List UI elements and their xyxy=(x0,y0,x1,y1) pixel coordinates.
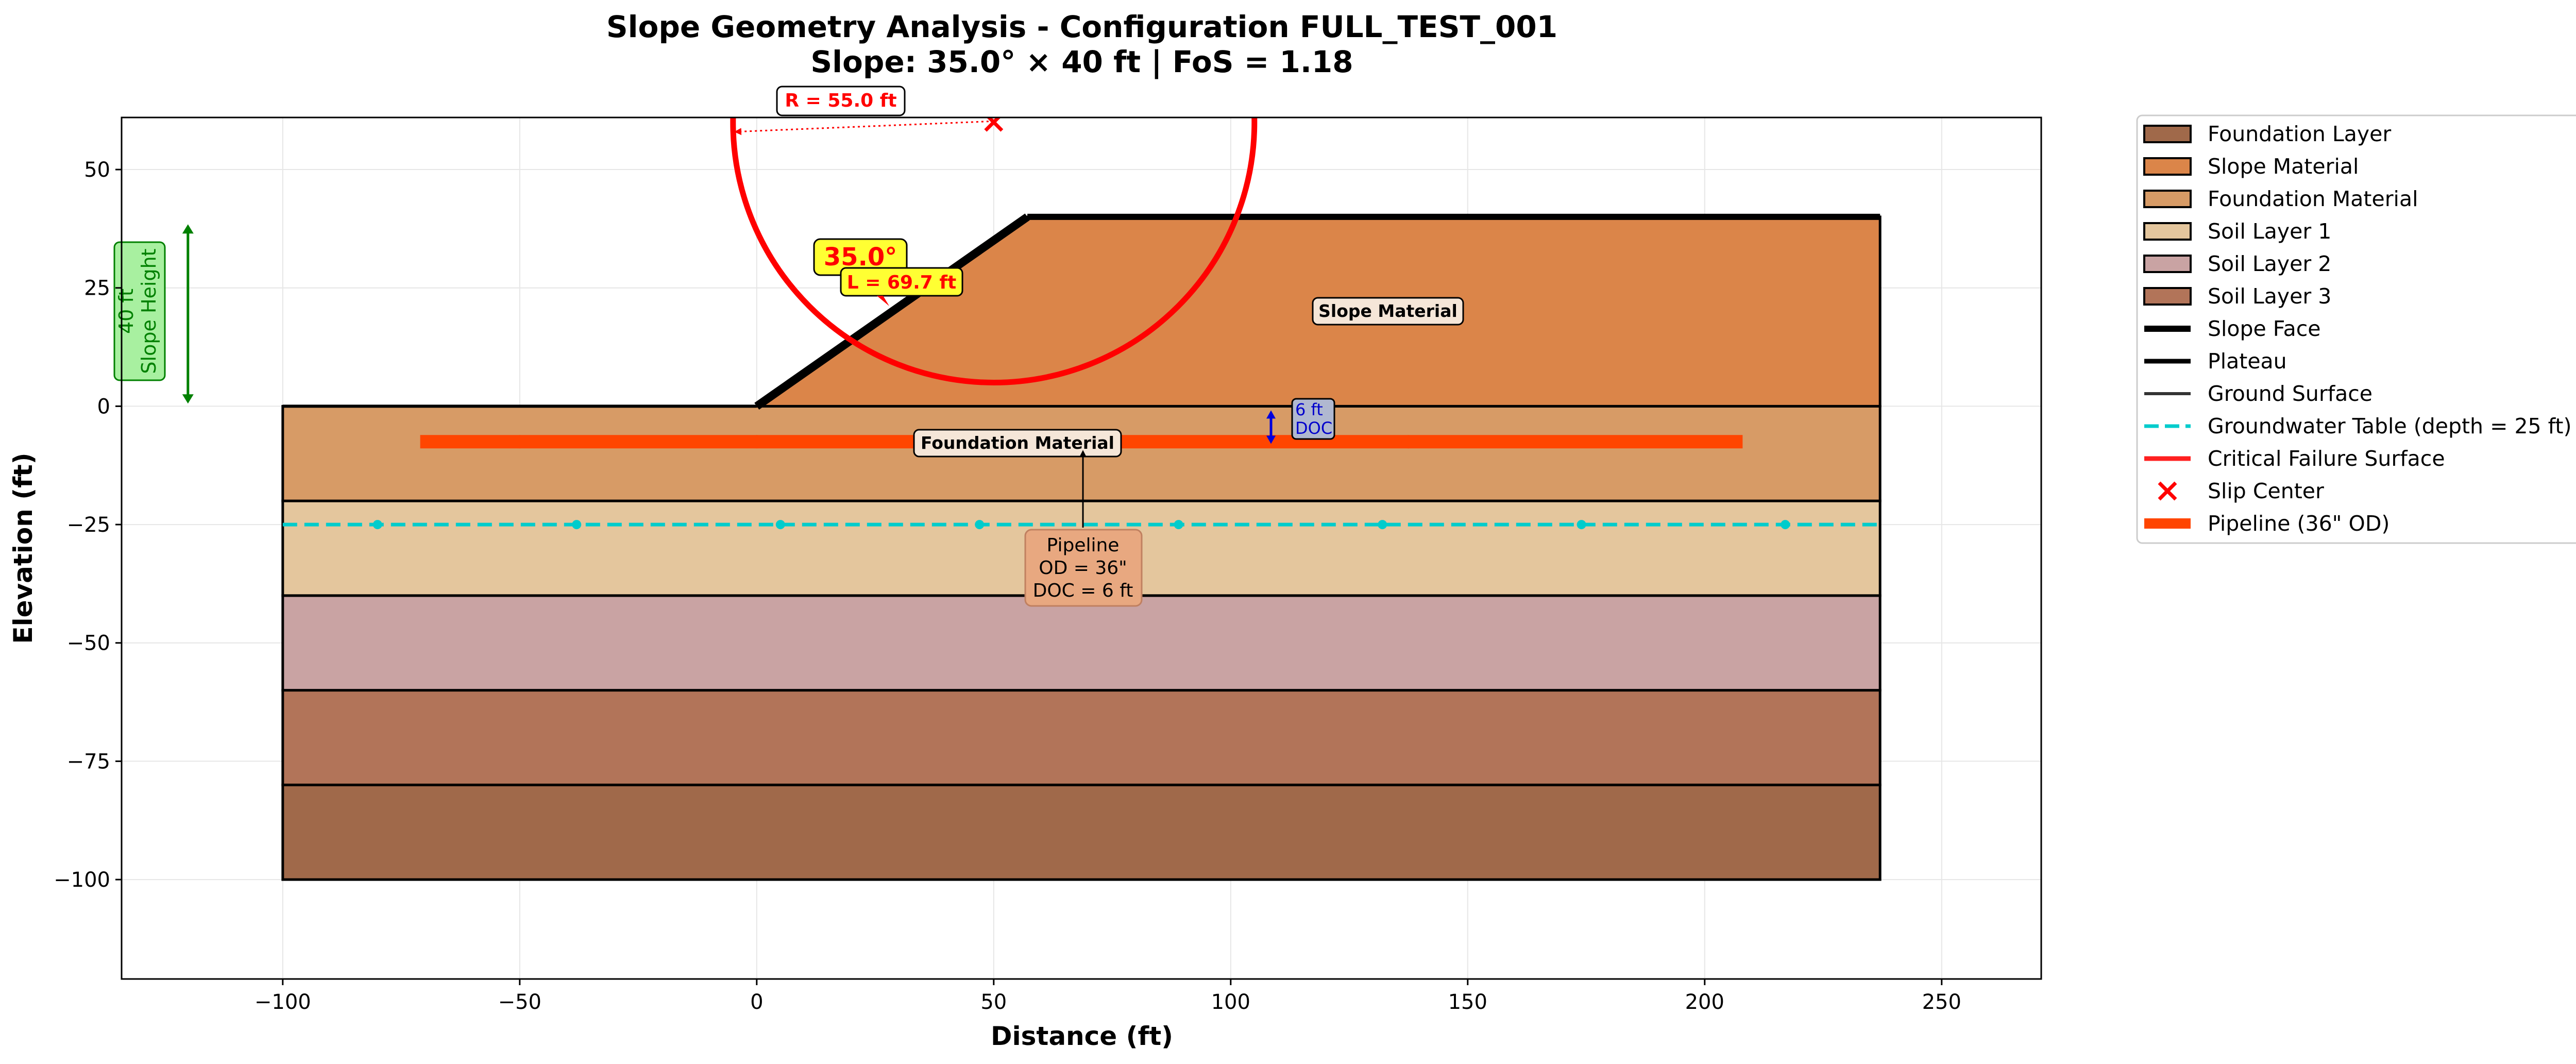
y-tick-label: −100 xyxy=(54,868,110,892)
soil-layer xyxy=(281,594,1882,692)
soil-layer xyxy=(281,783,1882,881)
legend-label: Slope Face xyxy=(2208,316,2321,341)
legend-label: Soil Layer 1 xyxy=(2208,219,2331,244)
foundation-material-label: Foundation Material xyxy=(921,433,1114,453)
foundation-material-label-box xyxy=(913,429,1122,458)
pipeline-callout-line1: Pipeline xyxy=(1047,535,1120,556)
pipeline-callout-box xyxy=(1024,529,1143,607)
legend-label: Ground Surface xyxy=(2208,381,2372,406)
plot-frame xyxy=(121,116,2042,980)
y-tick-label: −25 xyxy=(67,513,110,537)
critical-failure-surface xyxy=(730,117,1258,385)
slope-angle-label: 35.0° xyxy=(824,243,897,272)
x-tick-label: 0 xyxy=(750,990,763,1014)
legend: Foundation Layer Slope Material Foundation… xyxy=(2136,114,2576,544)
pipeline-marker xyxy=(1401,435,1415,449)
legend-label: Slip Center xyxy=(2208,479,2324,503)
legend-swatch xyxy=(2143,255,2192,273)
doc-arrow-bottom xyxy=(1266,435,1276,444)
x-tick-label: 150 xyxy=(1448,990,1487,1014)
slope-length-box xyxy=(840,267,963,297)
doc-label: DOC xyxy=(1295,418,1332,438)
radius-line xyxy=(734,120,994,136)
pipeline-callout-line2: OD = 36" xyxy=(1039,558,1127,579)
legend-label: Slope Material xyxy=(2208,154,2359,179)
doc-label-box xyxy=(1291,398,1335,440)
legend-swatch xyxy=(2143,190,2192,208)
groundwater-marker xyxy=(1378,520,1387,530)
legend-frame xyxy=(2136,114,2576,544)
x-tick-label: −100 xyxy=(255,990,311,1014)
legend-label: Pipeline (36" OD) xyxy=(2208,511,2389,536)
legend-swatch xyxy=(2158,481,2177,501)
slope-height-box xyxy=(113,241,166,381)
pipeline-marker xyxy=(513,435,527,449)
slope-material-label-box xyxy=(1312,297,1464,326)
groundwater-marker xyxy=(372,520,382,530)
slope-height-label: Slope Height xyxy=(138,248,160,374)
slope-height-arrow-bottom xyxy=(182,394,194,404)
legend-label: Soil Layer 2 xyxy=(2208,251,2331,276)
groundwater-marker xyxy=(1577,520,1586,530)
chart-title: Slope Geometry Analysis - Configuration … xyxy=(606,9,1557,44)
legend-label: Plateau xyxy=(2208,349,2287,374)
groundwater-marker xyxy=(975,520,985,530)
x-tick-label: 200 xyxy=(1685,990,1724,1014)
y-tick-label: −75 xyxy=(67,750,110,773)
chart-subtitle: Slope: 35.0° × 40 ft | FoS = 1.18 xyxy=(810,44,1353,79)
legend-label: Foundation Layer xyxy=(2208,122,2391,146)
slope-height-arrow-top xyxy=(182,224,194,234)
y-tick-label: 0 xyxy=(97,395,110,418)
plot-area: R = 55.0 ft 35.0°L = 69.7 ft 40 ft Slope He… xyxy=(113,86,2042,980)
legend-swatch xyxy=(2143,287,2192,306)
y-axis-ticks: −100 −75 −50 −25 0 25 50 xyxy=(54,158,122,892)
x-tick-label: 100 xyxy=(1211,990,1250,1014)
x-tick-label: −50 xyxy=(498,990,541,1014)
slope-material-label: Slope Material xyxy=(1318,301,1458,321)
x-axis-label: Distance (ft) xyxy=(991,1021,1173,1051)
x-tick-label: 250 xyxy=(1922,990,1961,1014)
groundwater-marker xyxy=(775,520,785,530)
y-tick-label: 50 xyxy=(84,158,110,182)
legend-label: Foundation Material xyxy=(2208,187,2418,211)
y-tick-label: −50 xyxy=(67,632,110,655)
y-axis-label: Elevation (ft) xyxy=(8,452,38,644)
x-axis-ticks: −100 −50 0 50 100 150 200 250 xyxy=(255,979,1961,1014)
soil-layer xyxy=(281,689,1882,786)
slope-face-line xyxy=(754,213,1030,410)
groundwater-marker xyxy=(1174,520,1183,530)
legend-swatch xyxy=(2143,157,2192,176)
legend-swatch xyxy=(2143,222,2192,241)
legend-label: Critical Failure Surface xyxy=(2208,446,2445,471)
pipeline-marker xyxy=(750,435,764,449)
slope-height-value: 40 ft xyxy=(115,289,138,334)
slope-length-label: L = 69.7 ft xyxy=(847,272,956,293)
radius-label: R = 55.0 ft xyxy=(785,90,896,111)
y-tick-label: 25 xyxy=(84,277,110,300)
annotations: R = 55.0 ft 35.0°L = 69.7 ft 40 ft Slope He… xyxy=(113,86,1464,607)
pipeline-callout-line3: DOC = 6 ft xyxy=(1033,580,1133,601)
slope-length-pointer xyxy=(877,296,889,306)
doc-value: 6 ft xyxy=(1295,400,1323,419)
soil-layers xyxy=(281,215,1882,881)
legend-label: Soil Layer 3 xyxy=(2208,284,2331,309)
legend-swatch xyxy=(2143,125,2192,143)
radius-label-box xyxy=(776,86,906,116)
doc-arrow-top xyxy=(1266,410,1276,419)
slip-center-marker xyxy=(984,117,1004,132)
groundwater-marker xyxy=(572,520,582,530)
x-tick-label: 50 xyxy=(980,990,1007,1014)
groundwater-marker xyxy=(1781,520,1790,530)
legend-label: Groundwater Table (depth = 25 ft) xyxy=(2208,414,2571,438)
